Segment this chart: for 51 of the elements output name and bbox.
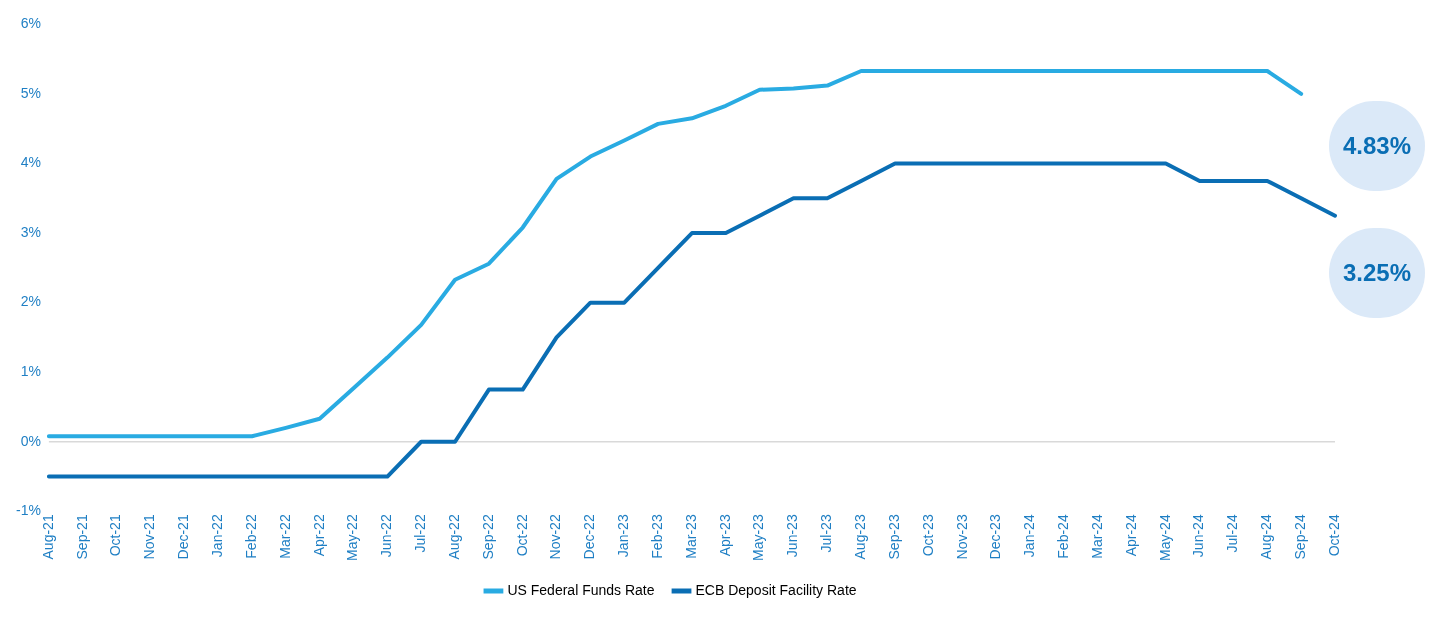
y-tick-label: -1%: [15, 502, 41, 519]
x-tick-label: Aug-24: [1258, 514, 1275, 560]
y-tick-label: 3%: [20, 223, 41, 240]
x-tick-label: Dec-21: [175, 514, 192, 560]
x-tick-label: Jan-23: [615, 514, 632, 558]
x-tick-label: May-24: [1156, 514, 1173, 561]
y-tick-label: 6%: [20, 15, 41, 32]
x-tick-label: Jun-22: [378, 514, 395, 558]
text: 4.83%: [1342, 131, 1412, 160]
x-tick-label: Jan-22: [208, 514, 225, 558]
text: 3.25%: [1342, 258, 1412, 287]
x-tick-label: Apr-22: [310, 514, 327, 557]
legend-label: ECB Deposit Facility Rate: [695, 581, 857, 598]
x-tick-label: Jan-24: [1021, 514, 1038, 558]
legend-label: US Federal Funds Rate: [507, 581, 655, 598]
x-tick-label: Sep-22: [479, 514, 496, 560]
x-tick-label: Jun-24: [1190, 514, 1207, 558]
x-tick-label: May-23: [750, 514, 767, 561]
x-tick-label: Aug-22: [445, 514, 462, 560]
x-tick-label: Feb-22: [242, 514, 259, 559]
x-tick-label: Mar-24: [1088, 514, 1105, 559]
x-tick-label: Dec-22: [581, 514, 598, 560]
x-tick-label: Mar-22: [276, 514, 293, 559]
x-tick-label: Oct-21: [107, 514, 124, 557]
x-tick-label: Nov-23: [953, 514, 970, 560]
y-tick-label: 1%: [20, 363, 41, 380]
x-tick-label: Apr-23: [716, 514, 733, 557]
x-tick-label: Oct-24: [1325, 514, 1342, 557]
x-tick-label: Sep-23: [885, 514, 902, 560]
x-tick-label: Oct-22: [513, 514, 530, 557]
x-tick-label: Jun-23: [784, 514, 801, 558]
x-tick-label: Apr-24: [1122, 514, 1139, 557]
y-tick-label: 4%: [20, 154, 41, 171]
x-tick-label: Feb-23: [648, 514, 665, 559]
x-tick-label: Sep-21: [73, 514, 90, 560]
x-tick-label: Jul-23: [818, 514, 835, 553]
x-tick-label: Mar-23: [682, 514, 699, 559]
x-tick-label: Nov-21: [141, 514, 158, 560]
x-tick-label: Dec-23: [987, 514, 1004, 560]
x-tick-label: May-22: [344, 514, 361, 561]
x-tick-label: Sep-24: [1292, 514, 1309, 560]
x-tick-label: Jul-22: [412, 514, 429, 553]
x-tick-label: Feb-24: [1055, 514, 1072, 559]
x-tick-label: Jul-24: [1224, 514, 1241, 553]
x-tick-label: Aug-21: [39, 514, 56, 560]
x-tick-label: Aug-23: [852, 514, 869, 560]
x-tick-label: Nov-22: [547, 514, 564, 560]
y-tick-label: 0%: [20, 432, 41, 449]
x-tick-label: Oct-23: [919, 514, 936, 557]
y-tick-label: 5%: [20, 84, 41, 101]
y-tick-label: 2%: [20, 293, 41, 310]
